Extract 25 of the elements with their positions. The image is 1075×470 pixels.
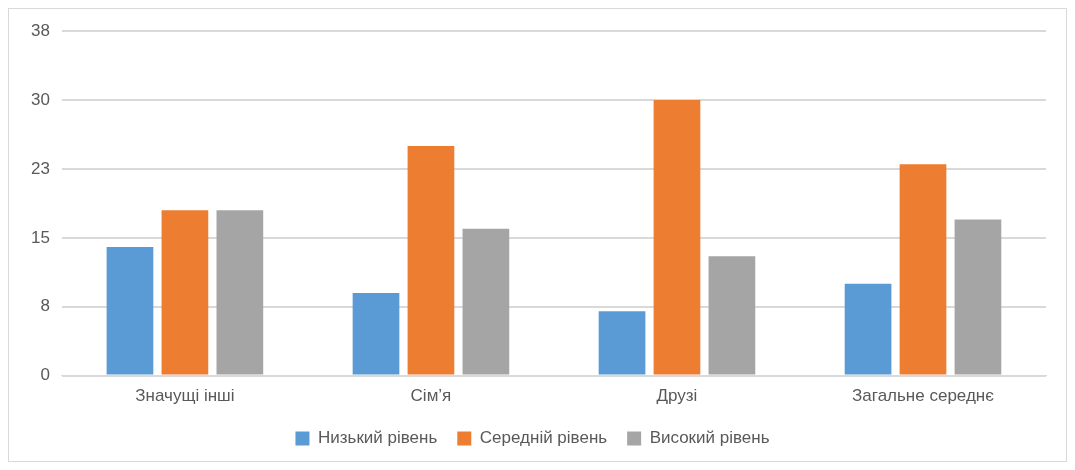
- bar: [598, 311, 646, 375]
- legend-label: Високий рівень: [649, 428, 770, 448]
- x-tick-label: Сім’я: [410, 386, 452, 406]
- legend-label: Низький рівень: [317, 428, 438, 448]
- bar: [844, 283, 892, 375]
- bar: [653, 100, 701, 375]
- bar: [899, 164, 947, 375]
- x-tick-label: Друзі: [656, 386, 698, 406]
- y-tick-label: 38: [30, 20, 50, 40]
- legend-label: Середній рівень: [479, 428, 608, 448]
- y-tick-label: 23: [30, 158, 50, 178]
- bar: [708, 256, 756, 375]
- bar: [407, 146, 455, 375]
- bar: [106, 247, 154, 375]
- bar: [161, 210, 209, 375]
- y-tick-label: 8: [40, 296, 50, 316]
- bar: [462, 228, 510, 375]
- bar: [216, 210, 264, 375]
- x-tick-label: Значущі інші: [135, 386, 235, 406]
- bar: [352, 292, 400, 375]
- y-tick-label: 0: [40, 365, 50, 385]
- bar: [954, 219, 1002, 375]
- y-tick-label: 15: [30, 227, 50, 247]
- x-tick-label: Загальне середнє: [852, 386, 995, 406]
- y-tick-label: 30: [30, 89, 50, 109]
